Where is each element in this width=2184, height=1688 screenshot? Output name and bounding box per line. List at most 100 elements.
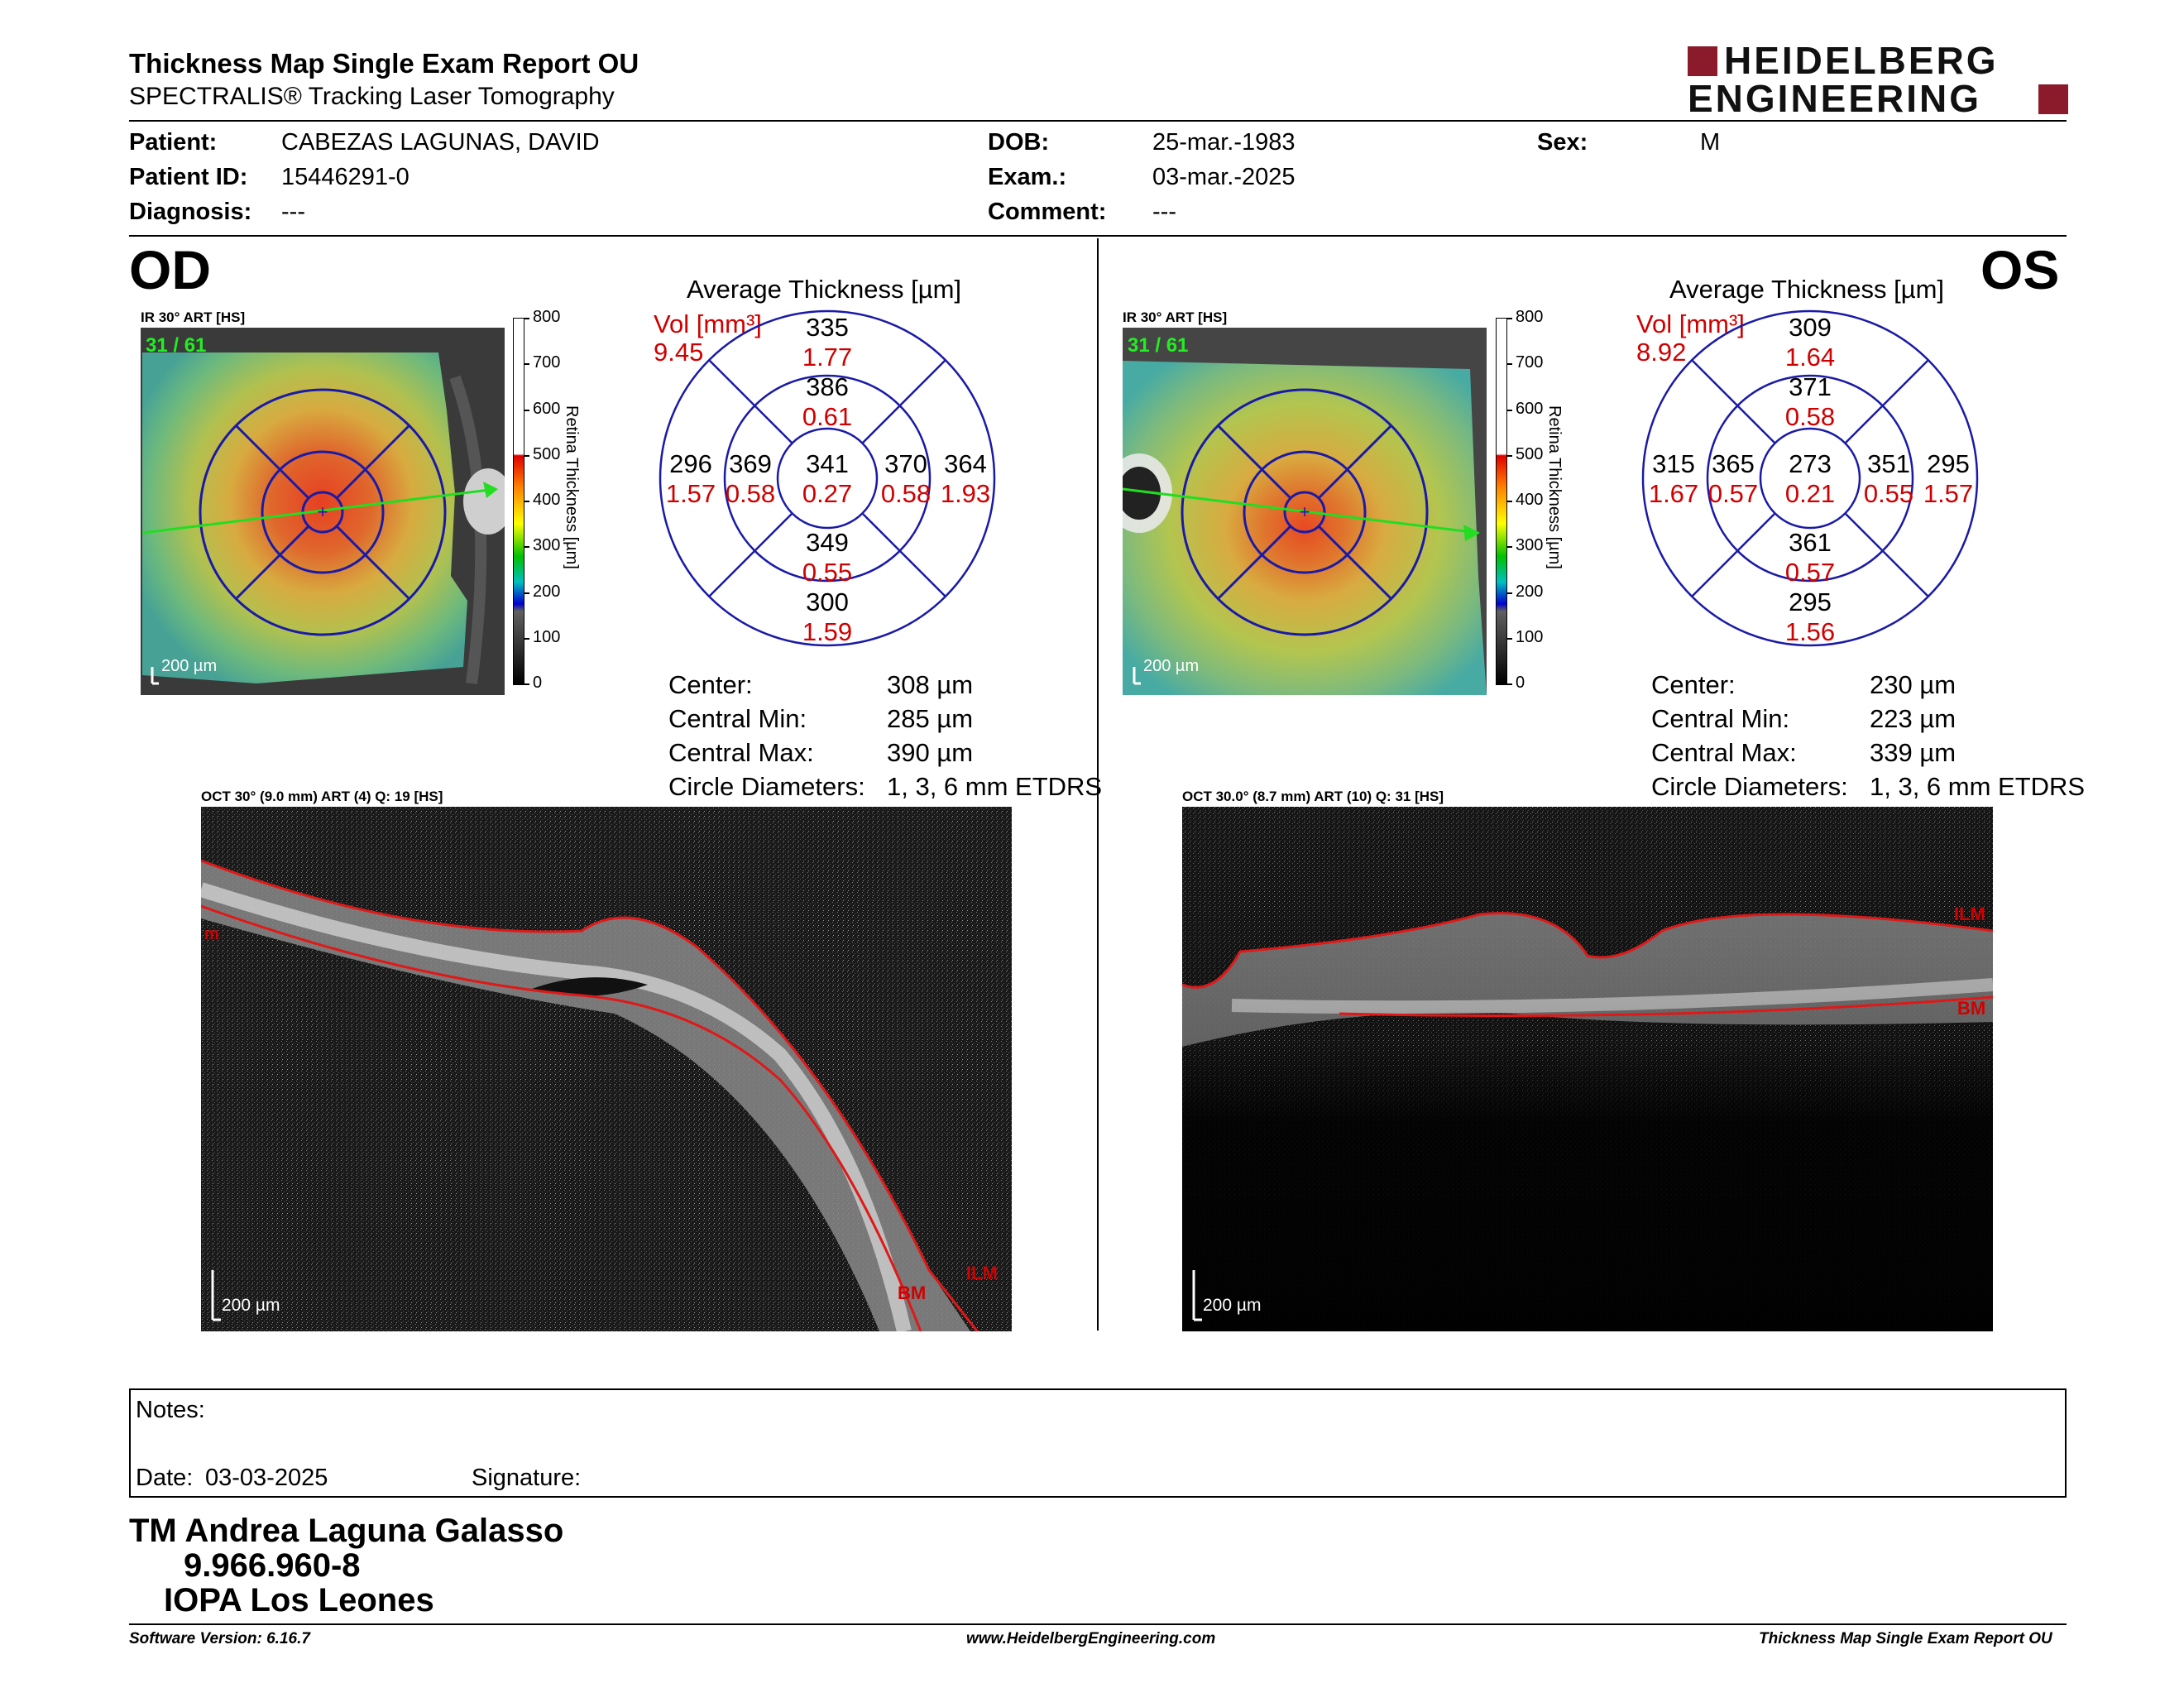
patient-id: 15446291-0 <box>281 164 410 190</box>
od-center-label: Center: <box>668 670 753 699</box>
od-center-value: 308 µm <box>887 670 974 699</box>
os-center-value: 230 µm <box>1870 670 1956 699</box>
os-eye-label: OS <box>1980 239 2060 300</box>
dob-value: 25-mar.-1983 <box>1152 129 1296 156</box>
os-ir-fundus-image: + <box>1123 328 1487 695</box>
os-thickness-colorbar <box>1496 318 1507 685</box>
os-central-max-value: 339 µm <box>1870 738 1956 767</box>
colorbar-tick-mark <box>524 592 529 594</box>
od-avg-title: Average Thickness [µm] <box>687 275 962 304</box>
diagnosis-value: --- <box>281 199 305 225</box>
svg-text:+: + <box>318 501 328 522</box>
od-thickness-colorbar <box>513 318 524 685</box>
od-oct-scalebar: 200 µm <box>222 1296 280 1315</box>
colorbar-tick-mark <box>524 318 529 319</box>
os-oct-label: OCT 30.0° (8.7 mm) ART (10) Q: 31 [HS] <box>1182 789 1444 804</box>
footer-url[interactable]: www.HeidelbergEngineering.com <box>966 1630 1216 1647</box>
colorbar-tick-mark <box>1507 409 1512 411</box>
od-ir-frames: 31 / 61 <box>146 334 207 357</box>
os-etdrs-grid <box>1641 309 1979 647</box>
colorbar-tick-mark <box>524 409 529 411</box>
od-oct-bscan-image <box>201 807 1012 1331</box>
signer-org: IOPA Los Leones <box>164 1582 434 1618</box>
colorbar-tick-mark <box>1507 454 1512 457</box>
os-center: 273 0.21 <box>1784 449 1836 508</box>
colorbar-tick-mark <box>524 683 529 685</box>
footer-report-name: Thickness Map Single Exam Report OU <box>1759 1630 2052 1647</box>
colorbar-tick-label: 200 <box>1516 582 1544 601</box>
colorbar-tick-label: 600 <box>1516 399 1544 418</box>
od-central-min-label: Central Min: <box>668 704 807 733</box>
signer-name: TM Andrea Laguna Galasso <box>129 1513 564 1549</box>
od-outer-superior: 335 1.77 <box>802 313 853 372</box>
colorbar-tick-label: 700 <box>1516 353 1544 372</box>
colorbar-tick-mark <box>1507 592 1512 594</box>
od-ilm-tag: ILM <box>966 1263 998 1283</box>
colorbar-tick-label: 400 <box>533 491 561 509</box>
colorbar-tick-mark <box>1507 683 1512 685</box>
os-inner-inferior: 361 0.57 <box>1784 528 1836 587</box>
colorbar-tick-label: 0 <box>1516 674 1525 692</box>
colorbar-tick-mark <box>1507 318 1512 319</box>
colorbar-tick-mark <box>524 637 529 640</box>
od-oct-m-tag: m <box>204 925 219 943</box>
notes-label: Notes: <box>136 1397 205 1423</box>
os-avg-title: Average Thickness [µm] <box>1669 275 1945 304</box>
colorbar-tick-mark <box>524 363 529 366</box>
colorbar-tick-label: 100 <box>1516 627 1544 646</box>
colorbar-tick-mark <box>1507 637 1512 640</box>
software-version: Software Version: 6.16.7 <box>129 1630 310 1647</box>
os-bm-tag: BM <box>1957 998 1986 1019</box>
sex-value: M <box>1700 129 1721 156</box>
patient-label: Patient: <box>129 129 218 156</box>
colorbar-tick-mark <box>524 454 529 457</box>
od-center: 341 0.27 <box>802 449 853 508</box>
os-outer-nasal: 295 1.57 <box>1923 449 1974 508</box>
colorbar-tick-label: 500 <box>1516 444 1544 463</box>
os-circle-diam-value: 1, 3, 6 mm ETDRS <box>1870 772 2086 801</box>
os-oct-bscan-image <box>1182 807 1993 1331</box>
od-central-max-value: 390 µm <box>887 738 974 767</box>
os-center-label: Center: <box>1651 670 1736 699</box>
od-ir-scalebar: 200 µm <box>161 657 218 675</box>
od-vol-value: 9.45 <box>654 338 704 367</box>
od-outer-inferior: 300 1.59 <box>802 587 853 646</box>
signature-label: Signature: <box>472 1465 582 1491</box>
os-oct-scalebar: 200 µm <box>1203 1296 1262 1315</box>
colorbar-tick-label: 200 <box>533 582 561 601</box>
sex-label: Sex: <box>1537 129 1588 156</box>
od-inner-superior: 386 0.61 <box>802 372 853 431</box>
exam-value: 03-mar.-2025 <box>1152 164 1296 190</box>
notes-box <box>129 1388 2067 1498</box>
colorbar-tick-mark <box>1507 546 1512 549</box>
svg-text:+: + <box>1300 501 1310 522</box>
os-ilm-tag: ILM <box>1954 904 1985 924</box>
od-central-max-label: Central Max: <box>668 738 814 767</box>
comment-label: Comment: <box>988 199 1107 225</box>
od-outer-nasal: 364 1.93 <box>940 449 991 508</box>
colorbar-tick-label: 300 <box>533 536 561 555</box>
od-inner-inferior: 349 0.55 <box>802 528 853 587</box>
os-outer-superior: 309 1.64 <box>1784 313 1836 372</box>
eye-divider <box>1097 238 1099 1331</box>
od-outer-temporal: 296 1.57 <box>665 449 716 508</box>
colorbar-tick-mark <box>524 546 529 549</box>
colorbar-tick-label: 100 <box>533 627 561 646</box>
os-vol-value: 8.92 <box>1636 338 1687 367</box>
od-circle-diam-value: 1, 3, 6 mm ETDRS <box>887 772 1103 801</box>
od-ir-fundus-image: + <box>141 328 505 695</box>
os-inner-temporal: 365 0.57 <box>1707 449 1759 508</box>
os-inner-superior: 371 0.58 <box>1784 372 1836 431</box>
os-ir-label: IR 30° ART [HS] <box>1123 309 1228 325</box>
od-etdrs-grid <box>659 309 996 647</box>
heidelberg-logo: HEIDELBERG ENGINEERING <box>1688 41 2068 117</box>
os-inner-nasal: 351 0.55 <box>1863 449 1914 508</box>
patient-name: CABEZAS LAGUNAS, DAVID <box>281 129 600 156</box>
colorbar-tick-label: 0 <box>533 674 543 692</box>
colorbar-tick-mark <box>1507 501 1512 502</box>
comment-value: --- <box>1152 199 1176 225</box>
colorbar-tick-mark <box>524 501 529 502</box>
diagnosis-label: Diagnosis: <box>129 199 252 225</box>
colorbar-tick-label: 500 <box>533 444 561 463</box>
colorbar-tick-label: 800 <box>1516 308 1544 326</box>
